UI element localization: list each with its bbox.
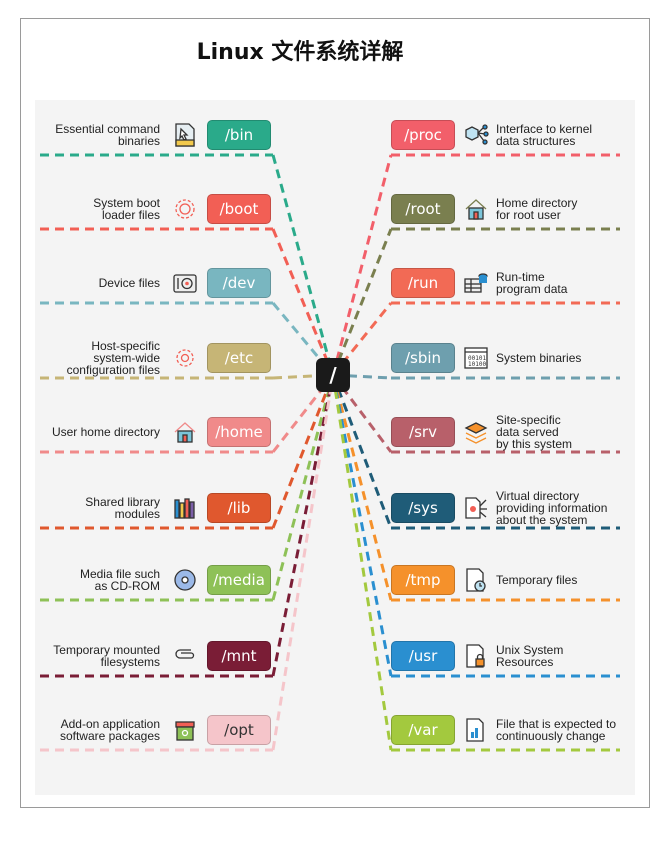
dir-box-lib: /lib <box>207 493 271 523</box>
file-chart-icon <box>461 715 491 745</box>
connector-usr <box>331 374 393 677</box>
dir-desc-media: Media file such as CD-ROM <box>79 567 160 593</box>
connector-opt <box>271 374 335 751</box>
dir-box-run: /run <box>391 268 455 298</box>
page-title: Linux 文件系统详解 <box>196 40 404 65</box>
dir-desc-dev: Device files <box>98 276 160 290</box>
dir-box-sbin: /sbin <box>391 343 455 373</box>
cd-icon <box>170 565 200 595</box>
dir-box-media: /media <box>207 565 271 595</box>
dir-box-usr: /usr <box>391 641 455 671</box>
connector-boot <box>271 228 335 376</box>
dir-desc-bin: Essential command binaries <box>55 122 160 148</box>
connector-sbin <box>332 373 392 380</box>
dir-desc-run: Run-time program data <box>496 270 568 296</box>
file-clock-icon <box>461 565 491 595</box>
dir-box-bin: /bin <box>207 120 271 150</box>
table-database-icon <box>461 268 491 298</box>
svg-text:10100: 10100 <box>468 361 486 368</box>
dir-box-root: /root <box>391 194 455 224</box>
dir-desc-home: User home directory <box>51 425 160 439</box>
dir-desc-sbin: System binaries <box>496 351 582 365</box>
dir-box-srv: /srv <box>391 417 455 447</box>
file-lock-icon <box>461 641 491 671</box>
connector-proc <box>331 154 393 376</box>
safe-icon <box>170 268 200 298</box>
dir-desc-srv: Site-specific data served by this system <box>496 413 573 451</box>
package-icon <box>170 715 200 745</box>
dir-desc-opt: Add-on application software packages <box>59 717 160 743</box>
dir-desc-root: Home directory for root user <box>496 196 578 222</box>
connector-tmp <box>331 374 393 601</box>
dir-desc-mnt: Temporary mounted filesystems <box>53 643 160 669</box>
layers-icon <box>461 417 491 447</box>
root-directory-node: / <box>316 358 350 392</box>
boot-gear-icon <box>170 194 200 224</box>
paperclip-icon <box>170 641 200 671</box>
connector-root <box>331 228 393 376</box>
dir-desc-tmp: Temporary files <box>496 573 578 587</box>
exe-file-icon <box>170 120 200 150</box>
dir-box-dev: /dev <box>207 268 271 298</box>
file-network-icon <box>461 493 491 523</box>
dir-desc-boot: System boot loader files <box>93 196 160 222</box>
connector-lib <box>271 374 335 529</box>
dir-box-home: /home <box>207 417 271 447</box>
dir-desc-sys: Virtual directory providing information … <box>496 489 608 527</box>
connector-media <box>271 374 335 601</box>
binary-window-icon: 00101 10100 <box>461 343 491 373</box>
dir-box-opt: /opt <box>207 715 271 745</box>
connector-bin <box>271 154 335 376</box>
dir-box-proc: /proc <box>391 120 455 150</box>
books-icon <box>170 493 200 523</box>
dir-desc-var: File that is expected to continuously ch… <box>496 717 617 743</box>
dir-box-etc: /etc <box>207 343 271 373</box>
connector-mnt <box>271 374 335 677</box>
dir-desc-proc: Interface to kernel data structures <box>496 122 593 148</box>
dir-box-sys: /sys <box>391 493 455 523</box>
dir-desc-etc: Host-specific system-wide configuration … <box>66 339 160 377</box>
cube-network-icon <box>461 120 491 150</box>
dir-box-tmp: /tmp <box>391 565 455 595</box>
diagram-panel <box>35 100 635 795</box>
house-icon <box>170 417 200 447</box>
dir-box-boot: /boot <box>207 194 271 224</box>
connector-var <box>331 374 393 751</box>
dir-box-var: /var <box>391 715 455 745</box>
house-icon <box>461 194 491 224</box>
dir-desc-usr: Unix System Resources <box>496 643 564 669</box>
connector-sys <box>331 374 393 529</box>
dir-box-mnt: /mnt <box>207 641 271 671</box>
dir-desc-lib: Shared library modules <box>85 495 160 521</box>
svg-text:00101: 00101 <box>468 355 486 362</box>
config-gear-icon <box>170 343 200 373</box>
